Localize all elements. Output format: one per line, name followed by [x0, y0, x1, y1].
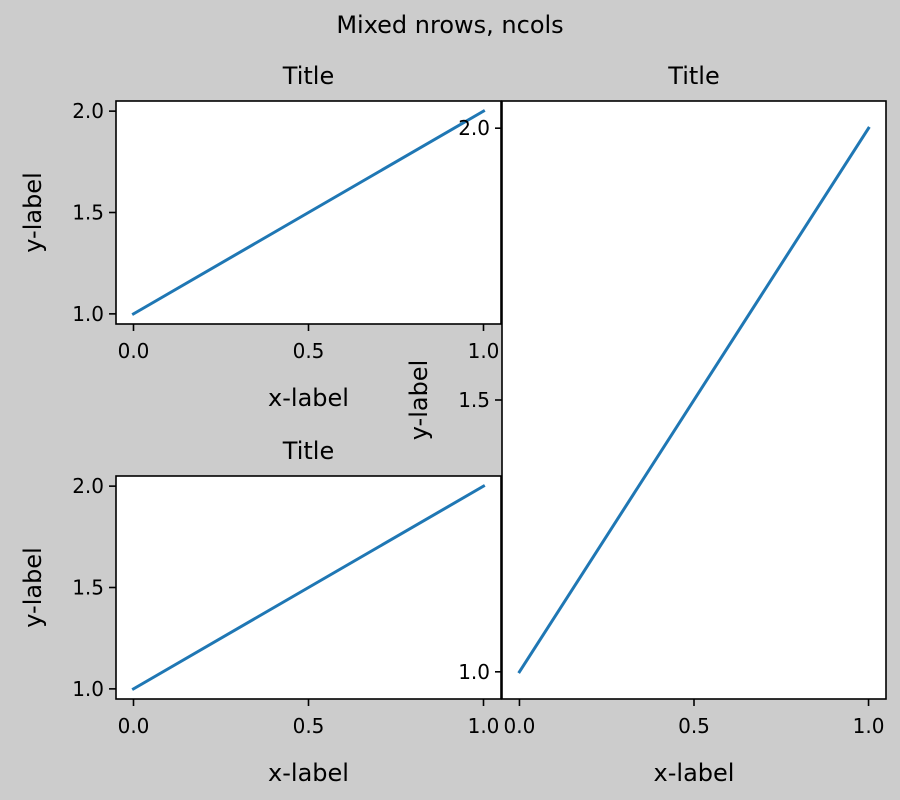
axes-title: Title: [282, 62, 334, 90]
y-tick-label: 1.5: [72, 576, 104, 600]
y-tick-label: 1.0: [458, 660, 490, 684]
x-axis-label: x-label: [654, 759, 735, 787]
x-tick-label: 1.0: [853, 714, 885, 738]
axes-1: 0.0 0.5 1.0 1.0 1.5 2.0 Title x-label y-label: [19, 62, 502, 412]
y-tick-label: 2.0: [72, 474, 104, 498]
x-tick-label: 0.5: [293, 714, 325, 738]
y-axis-label: y-label: [405, 360, 433, 440]
x-tick-label: 0.0: [118, 339, 150, 363]
x-tick-label: 0.5: [293, 339, 325, 363]
y-tick-label: 1.0: [72, 677, 104, 701]
y-tick-label: 1.0: [72, 302, 104, 326]
series-line: [131, 484, 486, 691]
x-tick-label: 1.0: [468, 714, 500, 738]
suptitle: Mixed nrows, ncols: [336, 11, 563, 39]
axes-3: 0.0 0.5 1.0 1.0 1.5 2.0 Title x-label y-label: [405, 62, 887, 787]
axes-title: Title: [282, 437, 334, 465]
y-axis-label: y-label: [19, 172, 47, 252]
x-axis-label: x-label: [268, 384, 349, 412]
x-tick-label: 0.0: [504, 714, 536, 738]
y-tick-label: 2.0: [72, 99, 104, 123]
series-line: [131, 109, 486, 316]
y-axis-label: y-label: [19, 547, 47, 627]
axes-2: 0.0 0.5 1.0 1.0 1.5 2.0 Title x-label y-label: [19, 437, 502, 787]
x-axis-label: x-label: [268, 759, 349, 787]
x-tick-label: 0.5: [678, 714, 710, 738]
x-tick-label: 1.0: [468, 339, 500, 363]
y-tick-label: 1.5: [458, 388, 490, 412]
y-tick-label: 2.0: [458, 116, 490, 140]
y-tick-label: 1.5: [72, 201, 104, 225]
x-tick-label: 0.0: [118, 714, 150, 738]
series-line: [517, 126, 871, 674]
axes-title: Title: [667, 62, 719, 90]
